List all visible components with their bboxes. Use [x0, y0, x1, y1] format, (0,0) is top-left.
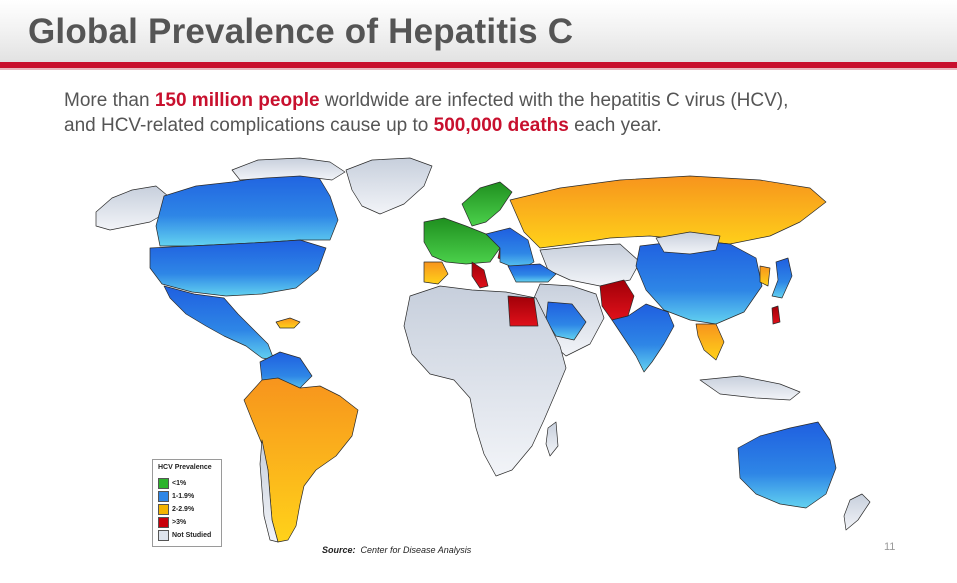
- region-central-asia: [539, 243, 641, 287]
- region-arctic-islands: [231, 157, 346, 181]
- legend-swatch: [158, 517, 169, 528]
- source-text: Center for Disease Analysis: [360, 545, 472, 555]
- region-india: [611, 303, 675, 373]
- title-band: [0, 0, 957, 62]
- region-egypt: [507, 295, 539, 327]
- legend-swatch: [158, 478, 169, 489]
- intro-part: and HCV-related complications cause up t…: [64, 115, 434, 136]
- region-usa: [149, 239, 327, 297]
- region-japan: [771, 257, 793, 299]
- region-greenland: [345, 157, 433, 215]
- region-iberia: [423, 261, 449, 285]
- region-southeast-asia: [695, 323, 725, 361]
- world-map: [95, 157, 871, 543]
- slide-title: Global Prevalence of Hepatitis C: [28, 12, 574, 51]
- region-korea: [759, 265, 771, 287]
- intro-part: each year.: [568, 115, 662, 136]
- intro-text: More than 150 million people worldwide a…: [64, 88, 788, 138]
- region-china: [635, 239, 763, 325]
- source-label: Source:: [322, 545, 356, 555]
- region-western-europe: [423, 217, 501, 265]
- region-australia: [737, 421, 837, 509]
- legend-swatch: [158, 530, 169, 541]
- region-mexico: [163, 285, 275, 361]
- intro-part: worldwide are infected with the hepatiti…: [319, 90, 789, 111]
- source-citation: Source: Center for Disease Analysis: [322, 545, 471, 555]
- page-number: 11: [884, 541, 896, 553]
- region-canada: [155, 169, 339, 247]
- legend-item: 1-1.9%: [158, 491, 195, 502]
- region-new-zealand: [843, 493, 871, 531]
- region-indonesia: [699, 375, 801, 401]
- legend-item: <1%: [158, 478, 187, 489]
- legend-swatch: [158, 491, 169, 502]
- legend-label: <1%: [172, 480, 187, 487]
- region-turkey: [507, 263, 557, 283]
- legend-item: >3%: [158, 517, 187, 528]
- legend-label: 2-2.9%: [172, 506, 195, 513]
- legend-label: 1-1.9%: [172, 493, 195, 500]
- region-mongolia: [655, 231, 721, 255]
- highlight-infected: 150 million people: [154, 90, 320, 111]
- map-legend: HCV Prevalence <1% 1-1.9% 2-2.9% >3% Not…: [152, 459, 222, 547]
- legend-label: >3%: [172, 519, 187, 526]
- intro-part: More than: [64, 90, 155, 111]
- region-africa: [403, 285, 567, 477]
- region-madagascar: [545, 421, 559, 457]
- title-rule: [0, 62, 957, 68]
- highlight-deaths: 500,000 deaths: [433, 115, 569, 136]
- region-russia: [509, 175, 827, 249]
- legend-label: Not Studied: [172, 532, 212, 539]
- title-rule-shadow: [0, 68, 957, 70]
- legend-title: HCV Prevalence: [158, 464, 212, 471]
- region-caribbean: [275, 317, 301, 329]
- region-scandinavia: [461, 181, 513, 227]
- region-italy: [471, 261, 489, 289]
- region-chile: [259, 439, 279, 543]
- region-pakistan: [599, 279, 635, 321]
- legend-item: Not Studied: [158, 530, 212, 541]
- legend-item: 2-2.9%: [158, 504, 195, 515]
- region-taiwan: [771, 305, 781, 325]
- legend-swatch: [158, 504, 169, 515]
